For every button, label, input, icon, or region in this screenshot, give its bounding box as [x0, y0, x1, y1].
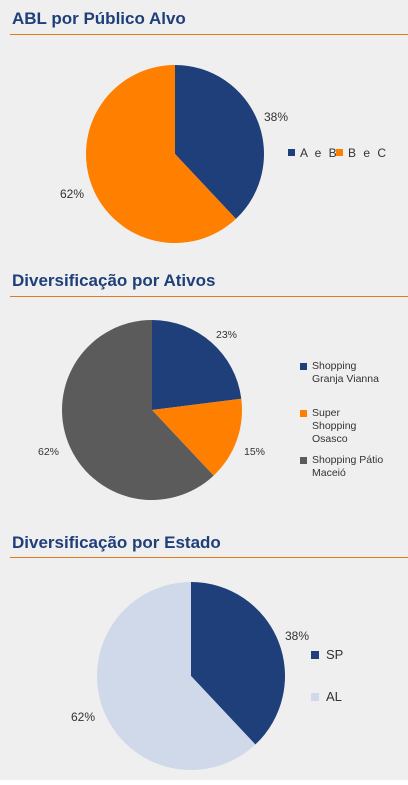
- section-title-publico-alvo: ABL por Público Alvo: [12, 9, 186, 28]
- legend-label: A e B: [300, 146, 339, 160]
- title-underline: [10, 34, 408, 35]
- legend-item-patio-maceio: Shopping Pátio Maceió: [300, 454, 386, 480]
- pie-slice-shopping-patio-maceio: [61, 320, 214, 500]
- pie-chart-publico-alvo: 38% 62%: [60, 65, 288, 244]
- legend-item-al: AL: [311, 690, 342, 704]
- legend-item-a-e-b: A e B: [288, 146, 339, 160]
- legend-label: Super Shopping Osasco: [312, 407, 357, 445]
- slice-label-a-e-b: 38%: [264, 110, 288, 124]
- slice-label-al: 62%: [71, 710, 95, 724]
- pie-slice-shopping-granja-vianna: [152, 320, 242, 410]
- legend-swatch: [336, 149, 343, 156]
- slice-label-b-e-c: 62%: [60, 187, 84, 201]
- slice-label-granja-vianna: 23%: [216, 329, 237, 341]
- pie-chart-estado: 38% 62%: [71, 582, 309, 770]
- section-title-ativos: Diversificação por Ativos: [12, 271, 216, 290]
- legend-swatch: [300, 457, 307, 464]
- slice-label-super-shopping-osasco: 15%: [244, 446, 265, 458]
- legend-item-sp: SP: [311, 648, 343, 662]
- pie-chart-ativos: 23% 15% 62%: [38, 320, 265, 500]
- legend-swatch: [300, 410, 307, 417]
- legend-swatch: [311, 693, 319, 701]
- pie-slice-b-e-c: [85, 65, 236, 244]
- legend-item-super-shopping-osasco: Super Shopping Osasco: [300, 407, 386, 446]
- legend-swatch: [300, 363, 307, 370]
- legend-label: Shopping Pátio Maceió: [312, 454, 384, 479]
- pie-slice-al: [96, 582, 256, 770]
- pie-slice-sp: [191, 582, 285, 745]
- legend-label: SP: [326, 647, 344, 662]
- legend-label: AL: [326, 689, 342, 704]
- legend-item-b-e-c: B e C: [336, 146, 388, 160]
- pie-slice-super-shopping-osasco: [152, 398, 242, 476]
- title-underline: [10, 557, 408, 558]
- legend-item-granja-vianna: Shopping Granja Vianna: [300, 360, 386, 386]
- legend-label: B e C: [348, 146, 389, 160]
- legend-swatch: [288, 149, 295, 156]
- section-title-estado: Diversificação por Estado: [12, 533, 221, 552]
- title-underline: [10, 296, 408, 297]
- slice-label-sp: 38%: [285, 629, 309, 643]
- legend-label: Shopping Granja Vianna: [312, 360, 379, 385]
- slice-label-patio-maceio: 62%: [38, 446, 59, 458]
- pie-slice-a-e-b: [175, 65, 264, 219]
- legend-swatch: [311, 651, 319, 659]
